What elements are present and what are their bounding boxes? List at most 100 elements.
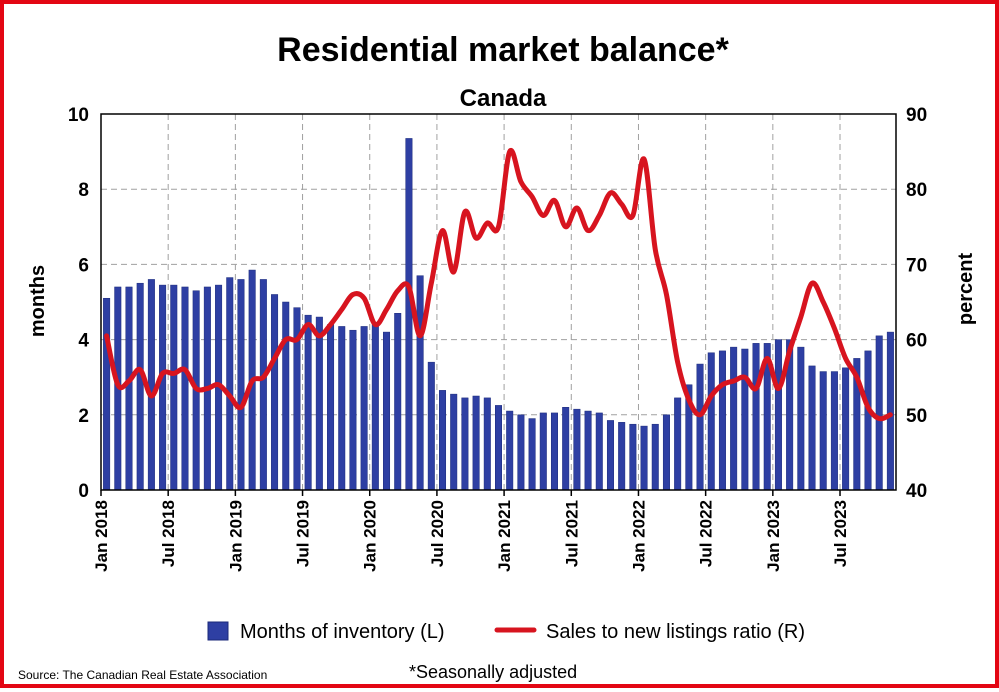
inventory-bar bbox=[136, 282, 144, 491]
source-note: Source: The Canadian Real Estate Associa… bbox=[18, 668, 267, 682]
x-axis-ticks: Jan 2018 Jul 2018 Jan 2019 Jul 2019 Jan 2020… bbox=[92, 500, 850, 572]
left-tick-label: 8 bbox=[78, 180, 89, 201]
inventory-bar bbox=[774, 339, 782, 491]
inventory-bar bbox=[606, 420, 614, 491]
inventory-bar bbox=[338, 326, 346, 491]
inventory-bar bbox=[886, 331, 894, 491]
inventory-bars bbox=[103, 138, 894, 491]
inventory-bar bbox=[282, 301, 290, 491]
inventory-bar bbox=[383, 331, 391, 491]
x-tick-label: Jul 2020 bbox=[428, 500, 447, 567]
inventory-bar bbox=[461, 397, 469, 491]
x-tick-label: Jan 2022 bbox=[629, 500, 648, 572]
inventory-bar bbox=[147, 279, 155, 491]
inventory-bar bbox=[360, 326, 368, 491]
inventory-bar bbox=[830, 371, 838, 491]
inventory-bar bbox=[394, 313, 402, 491]
seasonal-note: *Seasonally adjusted bbox=[409, 662, 577, 682]
inventory-bar bbox=[707, 352, 715, 491]
inventory-bar bbox=[259, 279, 267, 491]
left-tick-label: 0 bbox=[78, 481, 89, 502]
left-tick-label: 4 bbox=[78, 331, 89, 352]
inventory-bar bbox=[539, 412, 547, 491]
inventory-bar bbox=[304, 314, 312, 491]
left-tick-label: 6 bbox=[78, 255, 89, 276]
inventory-bar bbox=[629, 423, 637, 491]
x-tick-label: Jul 2019 bbox=[294, 500, 313, 567]
legend-line-label: Sales to new listings ratio (R) bbox=[546, 621, 805, 643]
inventory-bar bbox=[103, 297, 111, 491]
right-tick-label: 90 bbox=[906, 105, 927, 126]
chart-subtitle: Canada bbox=[460, 85, 547, 112]
inventory-bar bbox=[495, 405, 502, 491]
x-tick-label: Jul 2021 bbox=[562, 500, 581, 567]
right-tick-label: 60 bbox=[906, 331, 927, 352]
left-axis-ticks: 0 2 4 6 8 10 bbox=[68, 105, 90, 502]
sales-to-new-listings-line bbox=[104, 147, 893, 422]
chart-title: Residential market balance* bbox=[277, 31, 729, 69]
inventory-bar bbox=[864, 350, 872, 491]
inventory-bar bbox=[237, 279, 245, 491]
legend-bar-label: Months of inventory (L) bbox=[240, 621, 445, 643]
right-tick-label: 70 bbox=[906, 255, 927, 276]
right-tick-label: 50 bbox=[906, 406, 927, 427]
inventory-bar bbox=[618, 422, 626, 491]
right-axis-ticks: 40 50 60 70 80 90 bbox=[906, 105, 927, 502]
inventory-bar bbox=[405, 138, 413, 491]
inventory-bar bbox=[483, 397, 491, 491]
plot-axes bbox=[100, 113, 897, 496]
legend: Months of inventory (L) Sales to new lis… bbox=[207, 621, 805, 643]
left-axis-label: months bbox=[27, 265, 49, 337]
plot-area-border bbox=[100, 113, 897, 491]
inventory-bar bbox=[125, 286, 133, 491]
inventory-bar bbox=[349, 329, 357, 491]
inventory-bar bbox=[159, 284, 167, 491]
inventory-bar bbox=[517, 414, 525, 491]
right-axis-label: percent bbox=[955, 253, 977, 326]
inventory-bar bbox=[730, 346, 738, 491]
left-tick-label: 2 bbox=[78, 406, 89, 427]
inventory-bar bbox=[427, 361, 435, 491]
x-tick-label: Jul 2023 bbox=[831, 500, 850, 567]
inventory-bar bbox=[315, 316, 323, 491]
inventory-bar bbox=[170, 284, 178, 491]
x-tick-label: Jan 2021 bbox=[495, 500, 514, 572]
left-tick-label: 10 bbox=[68, 105, 89, 126]
x-tick-label: Jul 2022 bbox=[697, 500, 716, 567]
inventory-bar bbox=[808, 365, 816, 491]
inventory-bar bbox=[696, 363, 704, 491]
inventory-bar bbox=[550, 412, 558, 491]
inventory-bar bbox=[573, 408, 581, 491]
inventory-bar bbox=[562, 407, 570, 491]
chart-canvas: Residential market balance* Canada 0 2 4 6 8… bbox=[18, 31, 977, 682]
inventory-bar bbox=[472, 395, 480, 491]
x-tick-label: Jan 2019 bbox=[226, 500, 245, 572]
inventory-bar bbox=[506, 410, 514, 491]
x-tick-label: Jan 2018 bbox=[92, 500, 111, 572]
inventory-bar bbox=[640, 425, 648, 491]
legend-bar-swatch bbox=[207, 621, 229, 641]
x-tick-label: Jan 2023 bbox=[764, 500, 783, 572]
inventory-bar bbox=[181, 286, 189, 491]
inventory-bar bbox=[752, 343, 760, 491]
inventory-bar bbox=[528, 418, 536, 491]
inventory-bar bbox=[439, 390, 447, 491]
inventory-bar bbox=[416, 275, 424, 491]
inventory-bar bbox=[797, 346, 805, 491]
inventory-bar bbox=[662, 414, 670, 491]
inventory-bar bbox=[674, 397, 682, 491]
inventory-bar bbox=[651, 423, 659, 491]
x-tick-label: Jul 2018 bbox=[159, 500, 178, 567]
inventory-bar bbox=[741, 348, 749, 491]
ratio-line-layer bbox=[104, 147, 893, 422]
inventory-bar bbox=[327, 324, 335, 491]
right-tick-label: 80 bbox=[906, 180, 927, 201]
inventory-bar bbox=[584, 410, 592, 491]
inventory-bar bbox=[819, 371, 827, 491]
inventory-bar bbox=[718, 350, 726, 491]
inventory-bar bbox=[271, 294, 279, 491]
inventory-bar bbox=[842, 367, 850, 491]
inventory-bar bbox=[875, 335, 883, 491]
inventory-bar bbox=[226, 277, 234, 491]
